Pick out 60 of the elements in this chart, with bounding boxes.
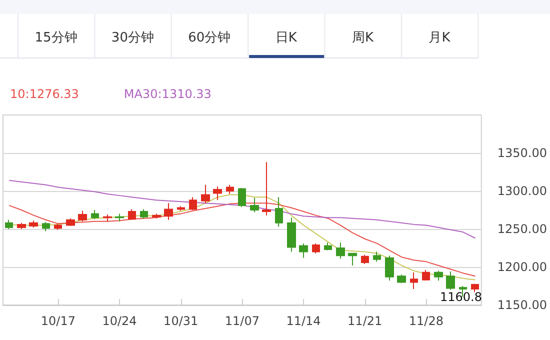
x-tick-label: 11/07 <box>224 314 260 328</box>
text: 15分钟 <box>34 30 78 46</box>
x-tick-label: 10/24 <box>102 314 137 328</box>
candlestick <box>54 223 62 230</box>
y-tick-label: 1350.00 <box>497 146 547 160</box>
candlestick <box>29 220 38 228</box>
candlestick <box>189 196 197 210</box>
candlestick <box>275 196 283 228</box>
text: MA30:1310.33 <box>124 87 212 101</box>
text: 30分钟 <box>111 30 154 46</box>
candlestick <box>152 213 161 219</box>
annotation: 1160.8 <box>440 290 482 304</box>
text: 60分钟 <box>188 30 231 46</box>
candlestick <box>336 242 345 260</box>
candlestick <box>17 222 26 230</box>
candlestick <box>140 208 148 219</box>
candlestick <box>128 208 136 220</box>
y-tick-label: 1150.00 <box>497 298 547 312</box>
candlestick <box>446 271 455 290</box>
y-tick-label: 1250.00 <box>497 222 547 236</box>
candlestick <box>78 210 87 222</box>
candlestick <box>201 184 210 204</box>
candlestick <box>213 186 222 201</box>
candlestick <box>115 213 124 222</box>
candlestick <box>434 270 443 282</box>
candlestick <box>373 251 381 262</box>
candlestick <box>226 184 234 195</box>
candlestick <box>410 272 418 290</box>
candlestick <box>177 206 185 212</box>
candlestick <box>385 255 394 282</box>
candlestick <box>238 187 246 208</box>
candlestick <box>299 242 308 258</box>
x-tick-label: 10/31 <box>164 314 198 328</box>
line-series <box>8 180 476 239</box>
x-tick-label: 11/14 <box>286 314 321 328</box>
candlestick <box>66 218 75 226</box>
x-tick-label: 10/17 <box>40 314 76 328</box>
candlestick <box>91 210 99 220</box>
candlestick <box>103 214 112 222</box>
candlestick <box>312 242 320 254</box>
text: 周K <box>352 30 374 46</box>
y-tick-label: 1300.00 <box>497 184 547 198</box>
text: 10:1276.33 <box>10 87 79 101</box>
candlestick <box>5 219 13 230</box>
candlestick <box>361 254 369 264</box>
candlestick <box>397 274 406 284</box>
text: 月K <box>428 30 451 46</box>
candlestick <box>324 242 332 251</box>
candlestick <box>422 270 430 282</box>
y-tick-label: 1200.00 <box>497 260 547 274</box>
candlestick <box>287 217 296 252</box>
candlestick <box>348 252 357 266</box>
candlestick <box>42 222 50 232</box>
candlestick <box>262 162 271 216</box>
candlestick <box>164 202 173 220</box>
text: 日K <box>275 30 298 46</box>
x-tick-label: 11/21 <box>348 314 382 328</box>
candlestick <box>471 283 479 293</box>
x-tick-label: 11/28 <box>408 314 444 328</box>
candlestick <box>250 197 259 213</box>
